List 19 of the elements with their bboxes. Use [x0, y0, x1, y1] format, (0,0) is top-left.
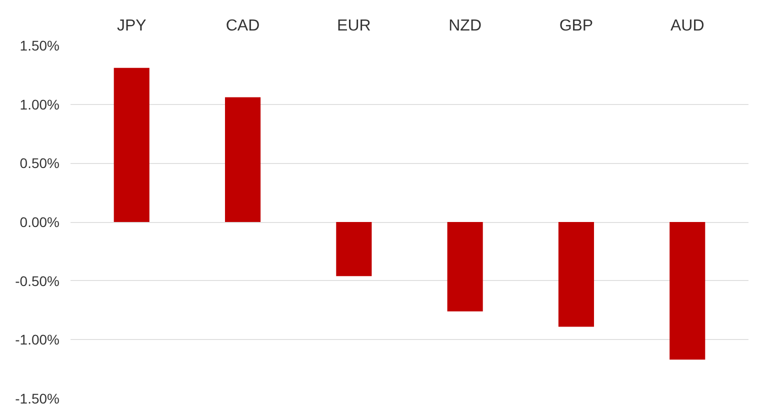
- bar: [670, 222, 706, 360]
- x-tick-label: CAD: [226, 18, 260, 34]
- bar: [336, 222, 372, 276]
- bar: [224, 97, 261, 222]
- x-tick-label: JPY: [116, 18, 147, 34]
- y-tick-label: -1.50%: [15, 390, 60, 406]
- x-tick-label: EUR: [337, 18, 371, 34]
- bar: [114, 68, 150, 222]
- bar: [558, 222, 594, 327]
- x-tick-label: AUD: [670, 18, 704, 34]
- y-tick-label: 0.00%: [20, 214, 60, 230]
- y-tick-label: 1.50%: [20, 38, 60, 54]
- x-tick-label: NZD: [448, 18, 482, 34]
- y-tick-label: -0.50%: [15, 272, 60, 289]
- y-tick-label: -1.00%: [15, 332, 60, 348]
- y-tick-label: 1.00%: [20, 96, 60, 112]
- y-tick-label: 0.50%: [20, 155, 60, 172]
- x-tick-label: GBP: [559, 18, 594, 34]
- bar: [447, 222, 483, 312]
